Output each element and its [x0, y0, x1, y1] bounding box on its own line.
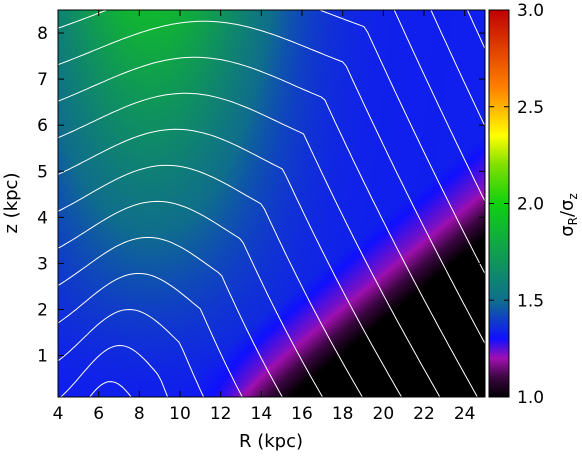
x-tick-label: 24 — [454, 404, 476, 424]
colorbar-tick-label: 2.0 — [517, 195, 544, 215]
y-tick-label: 1 — [37, 347, 48, 367]
y-tick-label: 6 — [37, 116, 48, 136]
contour-line — [58, 236, 283, 397]
x-tick-label: 16 — [291, 404, 313, 424]
y-axis-ticks: 1 2 3 4 5 6 7 8 — [37, 24, 485, 367]
contour-lines — [58, 10, 485, 397]
x-axis-ticks: 4 6 8 10 12 14 16 18 20 22 24 — [53, 10, 476, 424]
contour-line — [58, 164, 363, 397]
contour-line — [58, 308, 205, 397]
colorbar-tick-label: 2.5 — [517, 98, 544, 118]
y-tick-label: 3 — [37, 254, 48, 274]
x-tick-label: 10 — [169, 404, 191, 424]
colorbar: 1.0 1.5 2.0 2.5 3.0 σR/σz — [488, 1, 580, 408]
plot-frame — [57, 9, 486, 398]
colorbar-tick-label: 1.0 — [517, 388, 544, 408]
colorbar-tick-label: 3.0 — [517, 1, 544, 21]
heatmap-image — [58, 10, 485, 397]
contour-line — [60, 344, 169, 397]
y-tick-label: 7 — [37, 70, 48, 90]
colorbar-ticks: 1.0 1.5 2.0 2.5 3.0 — [489, 1, 544, 408]
y-axis-label: z (kpc) — [1, 173, 22, 234]
contour-line — [58, 20, 485, 344]
contour-line — [58, 128, 403, 397]
colorbar-tick-label: 1.5 — [517, 291, 544, 311]
y-tick-label: 8 — [37, 24, 48, 44]
x-tick-label: 22 — [413, 404, 435, 424]
x-tick-label: 6 — [93, 404, 104, 424]
x-tick-label: 12 — [210, 404, 232, 424]
contour-line — [58, 200, 324, 397]
contour-line — [58, 10, 485, 274]
x-axis-label: R (kpc) — [239, 431, 303, 452]
x-tick-label: 4 — [53, 404, 64, 424]
contour-line — [89, 381, 132, 397]
colorbar-label: σR/σz — [557, 193, 580, 237]
x-tick-label: 8 — [134, 404, 145, 424]
y-tick-label: 4 — [37, 208, 48, 228]
x-tick-label: 20 — [373, 404, 395, 424]
contour-line — [393, 10, 485, 202]
y-tick-label: 2 — [37, 300, 48, 320]
x-tick-label: 14 — [251, 404, 273, 424]
contour-line — [58, 92, 441, 397]
contour-line — [58, 273, 243, 397]
y-tick-label: 5 — [37, 162, 48, 182]
contour-line — [58, 56, 478, 397]
x-tick-label: 18 — [332, 404, 354, 424]
